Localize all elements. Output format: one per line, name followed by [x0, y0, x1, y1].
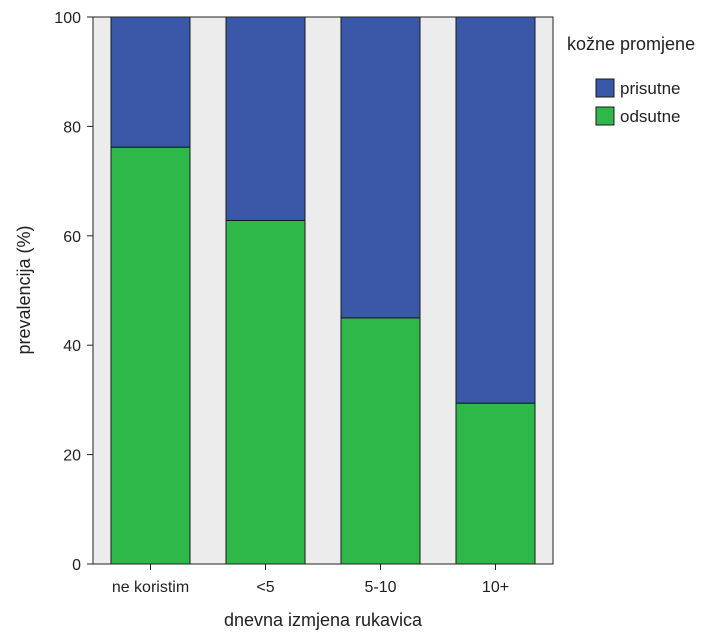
- legend-title: kožne promjene: [567, 34, 695, 54]
- y-tick-label: 60: [63, 229, 81, 246]
- x-axis-ticks: ne koristim <5 5-10 10+: [112, 564, 509, 596]
- bar-segment-prisutne-4: [455, 16, 536, 404]
- bar-segment-odsutne-3: [340, 317, 421, 565]
- legend: kožne promjene prisutne odsutne: [567, 34, 695, 126]
- y-tick-label: 40: [63, 338, 81, 355]
- y-tick-label: 20: [63, 448, 81, 465]
- x-tick-label: <5: [256, 579, 274, 596]
- bars-layer: [110, 16, 536, 565]
- x-axis-title: dnevna izmjena rukavica: [224, 610, 423, 630]
- legend-swatch-prisutne: [595, 78, 615, 98]
- legend-label-prisutne: prisutne: [620, 79, 680, 98]
- bar-segment-odsutne-2: [225, 219, 306, 565]
- y-tick-label: 100: [54, 10, 81, 27]
- bar-segment-odsutne-1: [110, 146, 191, 565]
- bar-segment-odsutne-4: [455, 402, 536, 565]
- bar-segment-prisutne-2: [225, 16, 306, 221]
- x-tick-label: 5-10: [364, 579, 396, 596]
- y-axis-title: prevalencija (%): [14, 225, 34, 354]
- legend-label-odsutne: odsutne: [620, 107, 681, 126]
- bar-segment-prisutne-3: [340, 16, 421, 319]
- legend-swatch-odsutne: [595, 106, 615, 126]
- y-tick-label: 0: [72, 557, 81, 574]
- plot-area-frame: [92, 16, 554, 565]
- y-tick-label: 80: [63, 119, 81, 136]
- y-axis-ticks: 0 20 40 60 80 100: [54, 10, 93, 574]
- x-tick-label: ne koristim: [112, 579, 189, 596]
- legend-items: prisutne odsutne: [595, 78, 681, 126]
- x-tick-label: 10+: [482, 579, 509, 596]
- axes-layer: [92, 16, 554, 565]
- bar-segment-prisutne-1: [110, 16, 191, 148]
